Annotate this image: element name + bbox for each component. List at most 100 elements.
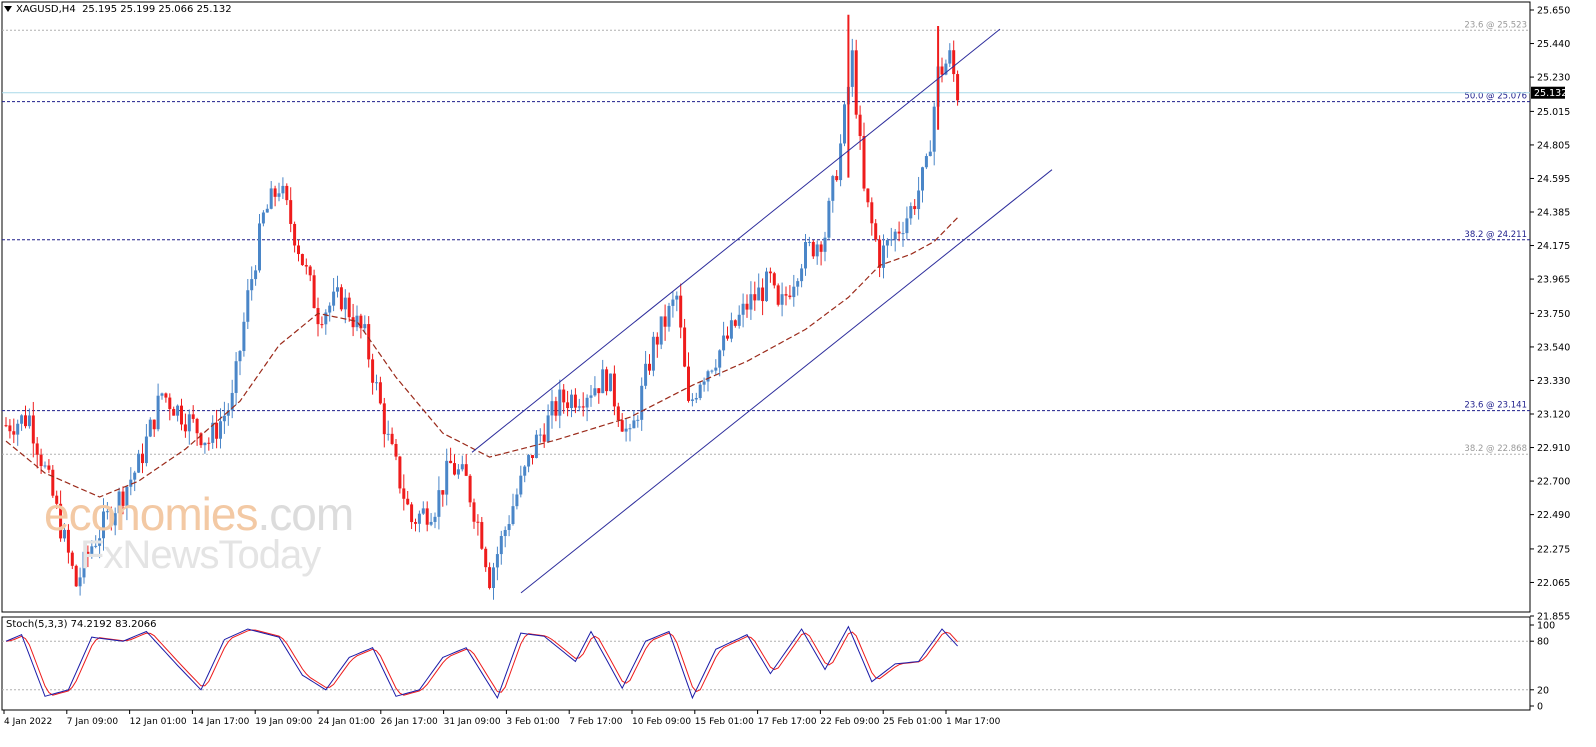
price-tick-label: 24.175 [1537, 241, 1570, 252]
candle-body [495, 554, 499, 568]
candle-body [609, 373, 612, 392]
candle-body [550, 401, 554, 416]
candle-body [620, 420, 624, 432]
candle-body [768, 271, 772, 274]
time-tick-label: 14 Jan 17:00 [192, 717, 249, 727]
candle-body [308, 266, 312, 276]
price-tick-label: 22.275 [1537, 544, 1570, 555]
candle-body [445, 460, 449, 495]
candle-body [152, 419, 156, 430]
price-tick-label: 23.120 [1537, 410, 1570, 421]
candle-body [854, 50, 858, 115]
candle-body [453, 463, 456, 475]
candle-body [125, 486, 129, 506]
candle-body [63, 529, 66, 539]
candle-body [745, 303, 749, 310]
candle-body [421, 508, 425, 514]
candle-body [203, 442, 207, 446]
candle-body [644, 363, 648, 386]
stochastic-label: Stoch(5,3,3) 74.2192 83.2066 [6, 619, 157, 630]
candle-body [390, 433, 394, 444]
candle-body [441, 490, 445, 495]
candle-body [733, 320, 737, 326]
time-tick-label: 1 Mar 17:00 [946, 717, 1001, 727]
price-tick-label: 23.330 [1537, 376, 1570, 387]
candle-body [39, 454, 43, 467]
candle-body [378, 382, 382, 404]
candle-body [16, 423, 20, 435]
candle-body [616, 406, 620, 421]
candle-body [74, 565, 78, 587]
candle-body [133, 472, 137, 480]
price-tick-label: 23.965 [1537, 275, 1570, 286]
candle-body [402, 488, 406, 499]
candle-body [367, 324, 371, 360]
dropdown-triangle-icon[interactable] [4, 6, 12, 12]
candle-body [714, 367, 718, 371]
candle-body [648, 363, 651, 371]
moving-average-line [5, 217, 959, 498]
candle-body [98, 538, 102, 546]
fibonacci-level-label: 50.0 @ 25.076 [1464, 92, 1527, 102]
candle-body [788, 295, 792, 298]
candle-body [51, 469, 55, 496]
candle-body [499, 536, 503, 555]
candle-body [429, 521, 433, 525]
candle-body [464, 464, 468, 476]
price-tick-label: 25.015 [1537, 107, 1570, 118]
candle-body [827, 200, 831, 238]
candle-body [230, 392, 234, 411]
price-tick-label: 24.595 [1537, 174, 1570, 185]
stochastic-tick-label: 0 [1537, 702, 1543, 713]
price-tick-label: 25.440 [1537, 39, 1570, 50]
candle-body [137, 453, 141, 473]
candle-body [889, 239, 893, 241]
candle-body [176, 405, 180, 416]
candle-body [324, 312, 328, 325]
candle-body [414, 522, 417, 524]
candle-body [659, 316, 663, 345]
candle-body [628, 428, 632, 430]
candle-body [651, 336, 655, 371]
candle-body [300, 254, 304, 266]
candle-body [12, 431, 16, 435]
candle-body [277, 193, 281, 197]
candle-body [519, 475, 523, 495]
candle-body [70, 552, 74, 566]
candle-body [632, 420, 636, 429]
candle-body [507, 524, 511, 530]
fibonacci-level-label: 38.2 @ 22.868 [1464, 444, 1527, 454]
candle-body [8, 425, 12, 432]
candle-body [878, 239, 882, 268]
candle-body [804, 241, 807, 269]
price-tick-label: 22.910 [1537, 443, 1570, 454]
candle-body [839, 143, 843, 181]
candle-body [690, 399, 694, 401]
candle-body [636, 419, 640, 421]
candle-body [913, 206, 917, 210]
candle-body [222, 415, 226, 422]
candle-body [515, 494, 519, 507]
candle-body [484, 548, 488, 568]
candle-body [952, 50, 956, 75]
candle-body [129, 479, 133, 487]
candle-body [796, 281, 800, 287]
candle-body [90, 546, 94, 556]
time-tick-label: 24 Jan 01:00 [318, 717, 375, 727]
candle-body [819, 244, 823, 252]
candle-body [242, 321, 246, 352]
candle-body [164, 393, 168, 398]
candle-body [47, 465, 51, 470]
time-tick-label: 3 Feb 01:00 [506, 717, 560, 727]
candle-body [523, 466, 527, 476]
time-tick-label: 22 Feb 09:00 [820, 717, 879, 727]
candle-body [297, 245, 300, 255]
candle-body [312, 275, 316, 309]
candle-body [570, 394, 573, 409]
candle-body [304, 265, 308, 267]
candle-body [554, 401, 558, 416]
candle-body [94, 545, 98, 547]
candle-body [882, 245, 885, 268]
stochastic-plot-frame [1, 616, 1531, 711]
